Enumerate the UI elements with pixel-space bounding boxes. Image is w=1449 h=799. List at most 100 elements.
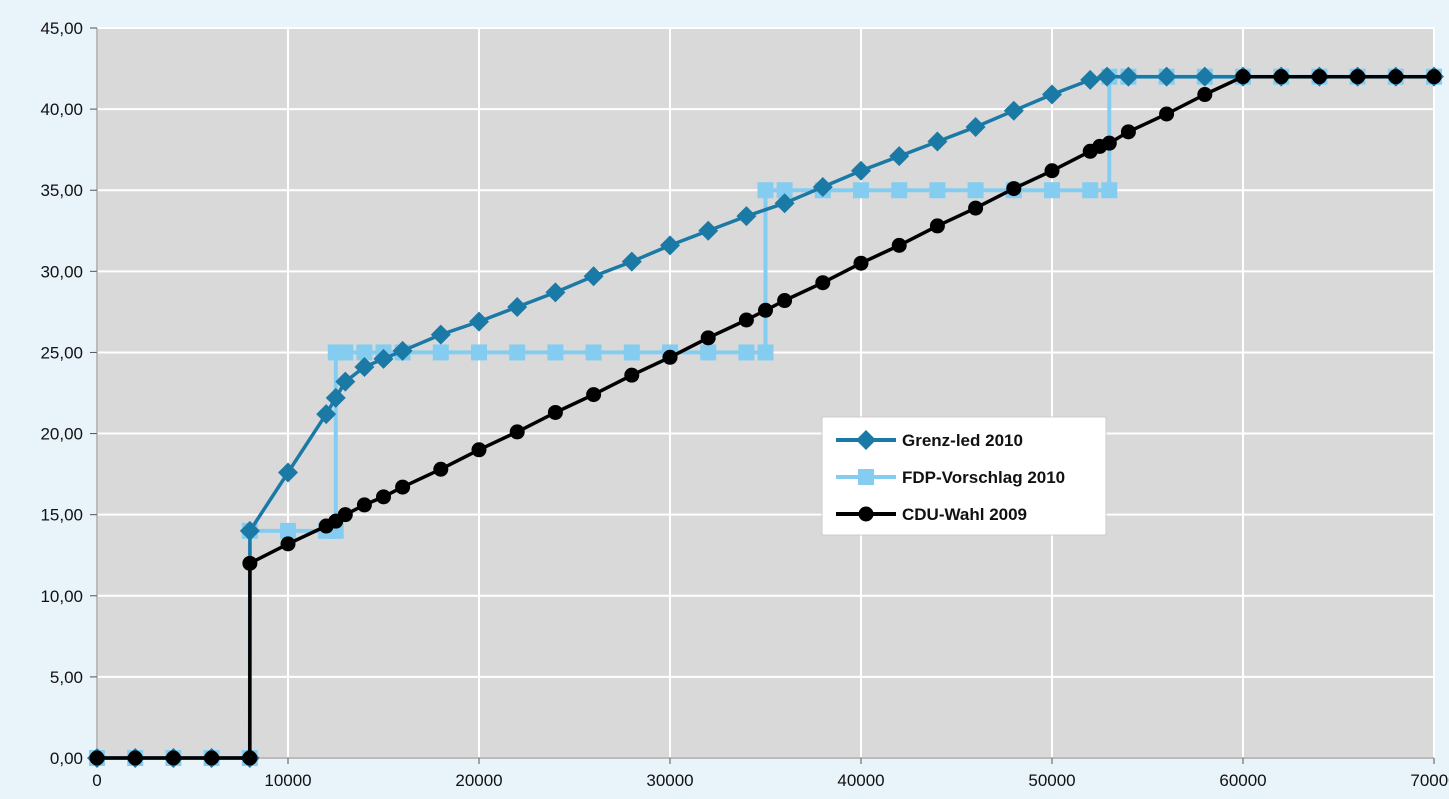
data-point [1194, 66, 1215, 87]
legend-marker [858, 469, 874, 485]
data-point [700, 344, 717, 361]
data-point [1120, 124, 1136, 140]
data-point [738, 312, 754, 328]
data-point [623, 344, 640, 361]
data-point [471, 344, 487, 361]
x-tick-label: 60000 [1219, 771, 1266, 790]
data-point [929, 182, 946, 199]
legend-marker [858, 506, 874, 522]
data-point [1101, 182, 1118, 199]
legend-item-fdp-vorschlag-2010: FDP-Vorschlag 2010 [836, 468, 1065, 487]
data-point [853, 182, 869, 199]
data-point [547, 344, 564, 361]
data-point [1003, 100, 1024, 121]
data-point [736, 206, 757, 227]
plot-area [97, 28, 1434, 758]
data-point [430, 324, 451, 345]
data-point [757, 344, 774, 361]
data-point [965, 116, 986, 137]
data-point [585, 344, 602, 361]
data-point [583, 266, 604, 287]
data-point [432, 344, 449, 361]
data-point [356, 344, 373, 361]
data-point [373, 348, 394, 369]
data-point [278, 462, 298, 483]
data-point [471, 442, 487, 458]
y-tick-label: 0,00 [50, 749, 83, 768]
data-point [1159, 106, 1175, 122]
data-point [758, 302, 773, 318]
data-point [738, 344, 755, 361]
data-point [1097, 66, 1118, 87]
data-point [757, 182, 774, 199]
data-point [239, 520, 260, 541]
data-point [1388, 69, 1404, 85]
data-point [1426, 69, 1442, 85]
data-point [1118, 66, 1139, 87]
series-cdu-wahl-2009 [89, 69, 1442, 766]
data-point [356, 497, 372, 513]
legend-item-cdu-wahl-2009: CDU-Wahl 2009 [836, 505, 1027, 524]
y-tick-label: 20,00 [40, 425, 83, 444]
data-point [700, 330, 716, 346]
data-point [1273, 69, 1289, 85]
data-point [325, 387, 346, 408]
data-point [204, 750, 220, 766]
data-point [777, 293, 793, 309]
legend-label: CDU-Wahl 2009 [902, 505, 1027, 524]
x-tick-label: 20000 [455, 771, 502, 790]
data-point [89, 750, 105, 766]
data-point [889, 146, 910, 167]
data-point [662, 349, 678, 365]
x-tick-label: 70000 [1410, 771, 1449, 790]
data-point [337, 507, 353, 523]
data-point [335, 371, 356, 392]
legend-marker [856, 430, 876, 450]
data-point [1006, 181, 1022, 197]
x-tick-label: 10000 [264, 771, 311, 790]
legend: Grenz-led 2010 FDP-Vorschlag 2010 CDU-Wahl… [821, 416, 1107, 536]
y-tick-label: 5,00 [50, 668, 83, 687]
data-point [337, 344, 354, 361]
x-tick-label: 50000 [1028, 771, 1075, 790]
data-point [547, 404, 563, 420]
data-point [660, 235, 680, 256]
data-point [1044, 182, 1060, 199]
y-tick-label: 45,00 [40, 19, 83, 38]
data-point [509, 344, 526, 361]
data-point [776, 182, 793, 199]
data-point [929, 218, 945, 234]
y-tick-label: 10,00 [40, 587, 83, 606]
data-point [316, 404, 337, 425]
data-point [354, 357, 375, 378]
data-point [395, 479, 411, 495]
data-point [545, 282, 566, 303]
data-point [509, 424, 525, 440]
data-point [586, 387, 602, 403]
data-point [968, 200, 984, 216]
x-tick-label: 40000 [837, 771, 884, 790]
data-point [1156, 66, 1177, 87]
data-point [927, 131, 948, 152]
y-tick-label: 15,00 [40, 506, 83, 525]
data-point [1197, 87, 1213, 103]
data-point [1080, 69, 1101, 90]
data-point [1350, 69, 1366, 85]
y-tick-label: 40,00 [40, 100, 83, 119]
data-point [891, 182, 908, 199]
data-point [1044, 163, 1060, 179]
data-point [1311, 69, 1327, 85]
x-tick-label: 0 [92, 771, 101, 790]
data-point [392, 340, 413, 361]
series-layer [87, 66, 1444, 768]
data-point [891, 237, 907, 253]
data-point [1235, 69, 1251, 85]
data-point [621, 251, 642, 272]
legend-label: FDP-Vorschlag 2010 [902, 468, 1065, 487]
data-point [967, 182, 984, 199]
data-point [698, 220, 719, 241]
data-point [376, 489, 391, 505]
data-point [851, 160, 871, 181]
